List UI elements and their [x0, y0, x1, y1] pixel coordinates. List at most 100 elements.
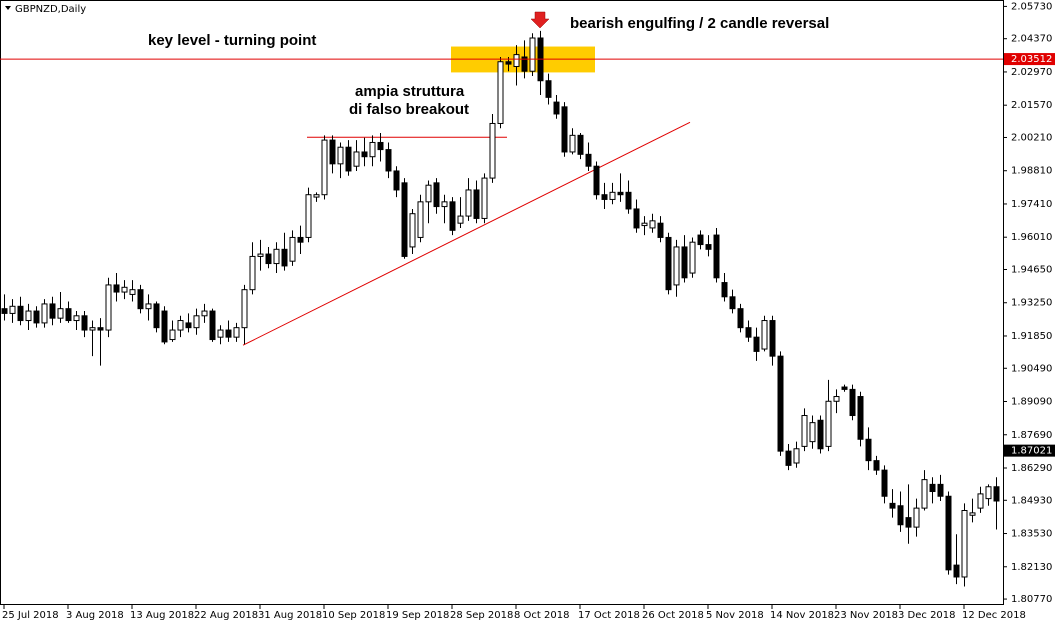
candle-body: [609, 191, 616, 200]
candle-body: [809, 422, 816, 443]
candle-body: [409, 213, 416, 248]
y-tick-label: 2.00210: [1011, 132, 1052, 143]
candle-body: [689, 241, 696, 274]
candle-body: [465, 189, 472, 217]
candle-body: [113, 284, 120, 293]
candle-body: [793, 448, 800, 464]
candle-body: [377, 141, 384, 151]
candle-body: [81, 315, 88, 331]
candle-body: [713, 234, 720, 279]
candle-body: [681, 246, 688, 279]
candle-body: [497, 61, 504, 124]
candle-body: [649, 220, 656, 229]
candle-body: [241, 289, 248, 329]
y-tick-label: 1.89090: [1011, 397, 1052, 408]
candle-body: [849, 388, 856, 417]
candle-body: [617, 191, 624, 196]
candle-body: [569, 134, 576, 153]
y-tick-label: 1.87690: [1011, 430, 1052, 441]
candle-body: [137, 289, 144, 310]
candle-body: [993, 486, 1000, 502]
candle-body: [433, 182, 440, 208]
candle-body: [553, 101, 560, 115]
x-tick-label: 13 Aug 2018: [130, 610, 194, 621]
candle-body: [401, 182, 408, 257]
annotation: bearish engulfing / 2 candle reversal: [570, 15, 829, 32]
candle-body: [273, 248, 280, 265]
x-tick-label: 14 Nov 2018: [770, 610, 834, 621]
candle-body: [881, 469, 888, 497]
candle-body: [129, 289, 136, 295]
y-tick-label: 1.93250: [1011, 298, 1052, 309]
y-tick-label: 1.90490: [1011, 363, 1052, 374]
candle-body: [521, 56, 528, 72]
chart-title: GBPNZD,Daily: [15, 4, 86, 15]
candle-body: [17, 305, 24, 322]
candle-body: [545, 80, 552, 98]
y-tick-label: 1.91850: [1011, 331, 1052, 342]
candle-body: [337, 146, 344, 165]
candle-body: [449, 201, 456, 231]
candle-body: [977, 493, 984, 509]
candle-body: [769, 320, 776, 357]
down-arrow: [530, 11, 550, 29]
x-tick-label: 12 Dec 2018: [962, 610, 1026, 621]
candle-body: [777, 355, 784, 452]
price-label-box: [1004, 53, 1055, 66]
y-tick-label: 1.80770: [1011, 594, 1052, 605]
annotation: key level - turning point: [148, 32, 316, 49]
price-label: 2.03512: [1011, 54, 1052, 65]
candle-body: [585, 153, 592, 167]
candle-body: [761, 320, 768, 350]
candle-body: [721, 282, 728, 298]
x-tick-label: 23 Nov 2018: [834, 610, 898, 621]
candle-body: [33, 310, 40, 324]
y-tick-label: 2.02970: [1011, 67, 1052, 78]
candle-body: [577, 134, 584, 155]
candle-body: [729, 296, 736, 310]
candle-body: [657, 222, 664, 238]
candle-body: [177, 320, 184, 331]
y-tick-label: 1.98810: [1011, 166, 1052, 177]
candle-body: [289, 236, 296, 262]
candle-body: [65, 308, 72, 322]
x-tick-label: 26 Oct 2018: [642, 610, 704, 621]
candle-body: [249, 255, 256, 291]
candle-body: [361, 151, 368, 158]
annotation: di falso breakout: [349, 101, 469, 118]
candle-body: [49, 303, 56, 319]
candle-body: [529, 37, 536, 72]
x-tick-label: 3 Dec 2018: [898, 610, 956, 621]
x-tick-label: 8 Oct 2018: [514, 610, 569, 621]
candle-body: [393, 170, 400, 191]
y-tick-label: 2.04370: [1011, 34, 1052, 45]
candle-body: [225, 329, 232, 338]
candle-body: [217, 329, 224, 338]
candle-body: [169, 329, 176, 341]
candle-body: [673, 246, 680, 286]
y-tick-label: 1.86290: [1011, 463, 1052, 474]
candle-body: [873, 460, 880, 471]
candle-body: [57, 308, 64, 319]
candle-body: [905, 517, 912, 528]
x-tick-label: 31 Aug 2018: [258, 610, 322, 621]
y-tick-label: 2.05730: [1011, 1, 1052, 12]
candle-body: [889, 502, 896, 509]
x-tick-label: 5 Nov 2018: [706, 610, 764, 621]
candle-body: [385, 149, 392, 172]
y-tick-label: 1.96010: [1011, 232, 1052, 243]
candle-body: [913, 507, 920, 528]
y-tick-label: 1.84930: [1011, 495, 1052, 506]
candle-body: [369, 141, 376, 158]
candle-body: [561, 106, 568, 153]
candle-body: [705, 244, 712, 250]
candle-body: [929, 483, 936, 493]
candle-body: [105, 284, 112, 331]
candle-body: [313, 194, 320, 198]
candle-body: [9, 305, 16, 314]
candle-body: [265, 253, 272, 265]
y-tick-label: 2.01570: [1011, 100, 1052, 111]
candle-body: [473, 189, 480, 219]
x-tick-label: 3 Aug 2018: [66, 610, 124, 621]
